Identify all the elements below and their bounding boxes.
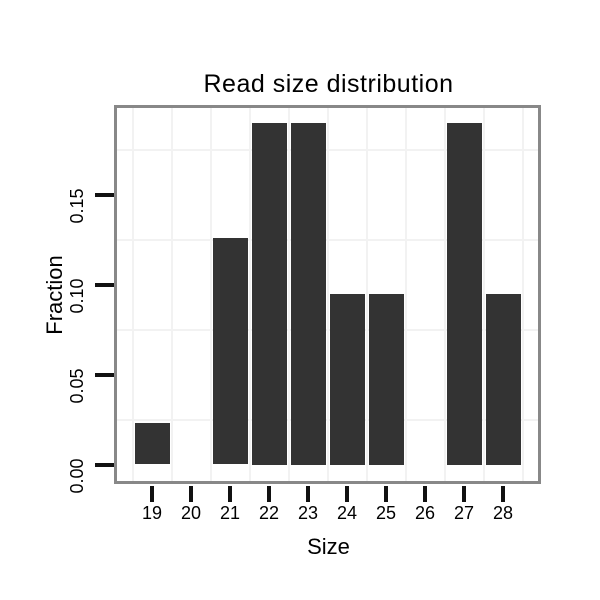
bar-size-23 [290, 122, 326, 465]
bar-size-21 [212, 237, 248, 465]
gridline-v [482, 108, 485, 481]
gridline-v [248, 108, 251, 481]
x-tick-mark [267, 486, 271, 502]
gridline-v [170, 108, 173, 481]
gridline-v [326, 108, 329, 481]
bar-size-25 [368, 293, 404, 465]
gridline-v [521, 108, 524, 481]
y-tick-label: 0.00 [67, 457, 87, 494]
x-tick-mark [150, 486, 154, 502]
y-tick-label: 0.05 [67, 367, 87, 404]
x-tick-mark [189, 486, 193, 502]
x-tick-label: 24 [336, 503, 358, 523]
y-tick-mark [95, 462, 114, 467]
x-tick-label: 25 [375, 503, 397, 523]
x-tick-label: 22 [258, 503, 280, 523]
gridline-v [404, 108, 407, 481]
x-tick-label: 23 [297, 503, 319, 523]
bar-size-28 [485, 293, 521, 465]
gridline-v [443, 108, 446, 481]
gridline-v [209, 108, 212, 481]
x-tick-label: 21 [219, 503, 241, 523]
plot-panel [114, 105, 541, 484]
x-tick-label: 27 [453, 503, 475, 523]
x-tick-mark [462, 486, 466, 502]
x-tick-label: 19 [141, 503, 163, 523]
y-tick-mark [95, 372, 114, 377]
bar-size-22 [251, 122, 287, 465]
y-axis-title: Fraction [42, 254, 67, 335]
x-tick-label: 26 [414, 503, 436, 523]
y-tick-mark [95, 192, 114, 197]
y-tick-label: 0.10 [67, 277, 87, 314]
gridline-v [365, 108, 368, 481]
x-tick-mark [501, 486, 505, 502]
x-tick-label: 20 [180, 503, 202, 523]
bar-size-19 [134, 423, 170, 465]
y-tick-label: 0.15 [67, 187, 87, 224]
gridline-v [287, 108, 290, 481]
x-tick-label: 28 [492, 503, 514, 523]
grid-layer [117, 108, 538, 481]
x-tick-mark [306, 486, 310, 502]
x-tick-mark [384, 486, 388, 502]
x-tick-mark [345, 486, 349, 502]
bar-size-27 [446, 122, 482, 465]
chart-title: Read size distribution [203, 70, 454, 98]
y-tick-mark [95, 282, 114, 287]
x-tick-mark [423, 486, 427, 502]
gridline-v [131, 108, 134, 481]
bar-size-24 [329, 293, 365, 465]
x-axis-title: Size [307, 534, 350, 559]
x-tick-mark [228, 486, 232, 502]
bar-layer [117, 108, 538, 481]
